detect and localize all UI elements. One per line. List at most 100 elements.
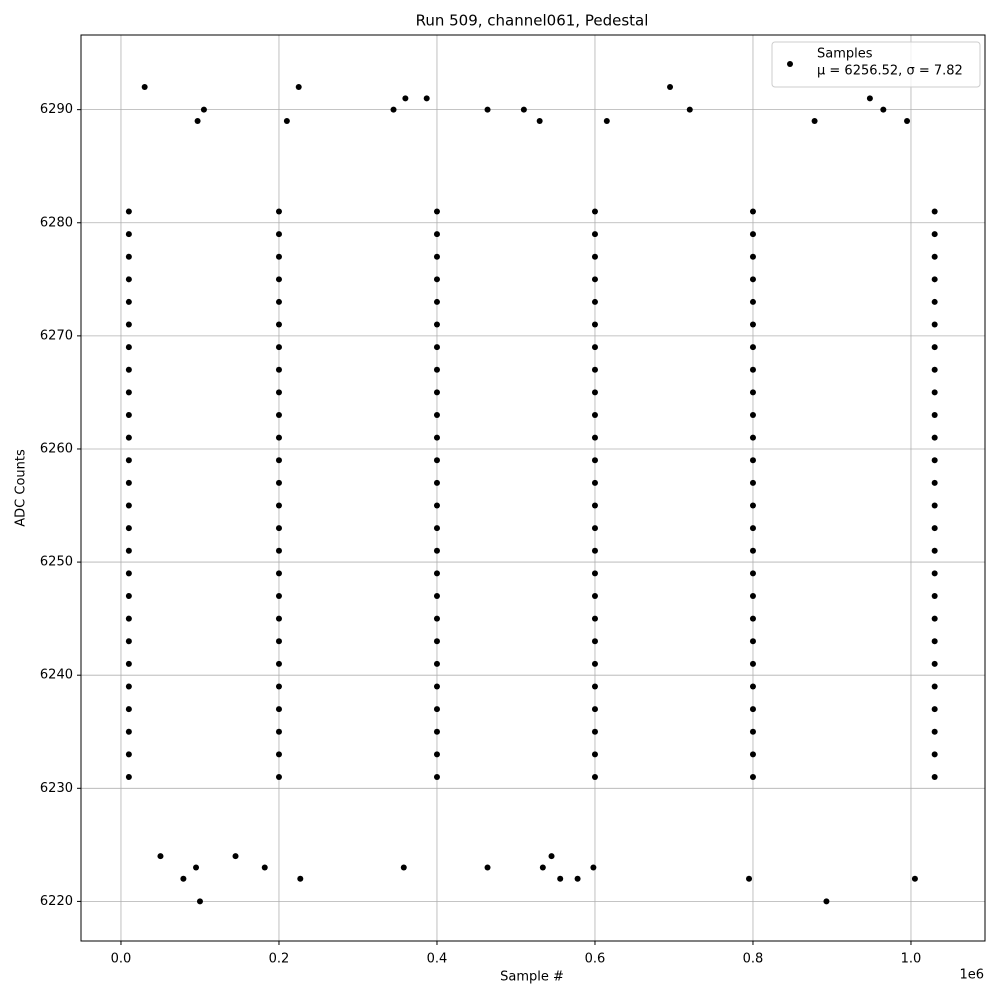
- point: [749, 298, 756, 305]
- y-axis-label: ADC Counts: [14, 449, 29, 527]
- point: [275, 366, 282, 373]
- point: [749, 773, 756, 780]
- point: [125, 366, 132, 373]
- point: [125, 321, 132, 328]
- point: [125, 773, 132, 780]
- point: [931, 344, 938, 351]
- point: [591, 253, 598, 260]
- point: [931, 434, 938, 441]
- axes-frame: [80, 34, 986, 942]
- point: [295, 84, 302, 91]
- point: [433, 683, 440, 690]
- point: [433, 276, 440, 283]
- point: [433, 525, 440, 532]
- point: [749, 547, 756, 554]
- point: [275, 231, 282, 238]
- point: [275, 525, 282, 532]
- point: [275, 457, 282, 464]
- point: [536, 117, 543, 124]
- point: [591, 502, 598, 509]
- y-tick-label: 6240: [40, 668, 73, 683]
- x-tick-label: 1.0: [901, 952, 922, 967]
- point: [591, 547, 598, 554]
- legend: Samples μ = 6256.52, σ = 7.82: [771, 41, 981, 88]
- point: [125, 412, 132, 419]
- point: [125, 751, 132, 758]
- point: [591, 593, 598, 600]
- point: [275, 276, 282, 283]
- point: [275, 570, 282, 577]
- point: [931, 525, 938, 532]
- point: [931, 593, 938, 600]
- point: [275, 615, 282, 622]
- point: [749, 434, 756, 441]
- point: [275, 751, 282, 758]
- point: [125, 547, 132, 554]
- point: [591, 773, 598, 780]
- point: [125, 525, 132, 532]
- point: [667, 84, 674, 91]
- y-tick-label: 6220: [40, 894, 73, 909]
- point: [433, 366, 440, 373]
- point: [880, 106, 887, 113]
- point: [125, 276, 132, 283]
- point: [157, 853, 164, 860]
- y-tick-label: 6250: [40, 555, 73, 570]
- point: [591, 683, 598, 690]
- point: [931, 615, 938, 622]
- point: [125, 570, 132, 577]
- point: [433, 547, 440, 554]
- point: [275, 773, 282, 780]
- point: [433, 298, 440, 305]
- point: [931, 751, 938, 758]
- point: [275, 479, 282, 486]
- point: [931, 570, 938, 577]
- point: [591, 570, 598, 577]
- x-axis-label: Sample #: [500, 970, 564, 985]
- point: [125, 389, 132, 396]
- point: [125, 298, 132, 305]
- point: [433, 502, 440, 509]
- legend-marker: [787, 61, 793, 67]
- point: [433, 773, 440, 780]
- y-tick-label: 6270: [40, 328, 73, 343]
- point: [484, 106, 491, 113]
- point: [749, 706, 756, 713]
- point: [749, 276, 756, 283]
- point: [931, 276, 938, 283]
- point: [548, 853, 555, 860]
- point: [275, 298, 282, 305]
- x-tick-label: 0.4: [427, 952, 448, 967]
- point: [125, 683, 132, 690]
- point: [591, 321, 598, 328]
- y-tick-label: 6230: [40, 781, 73, 796]
- point: [275, 547, 282, 554]
- point: [749, 638, 756, 645]
- point: [749, 479, 756, 486]
- point: [275, 253, 282, 260]
- point: [931, 231, 938, 238]
- point: [574, 875, 581, 882]
- point: [591, 479, 598, 486]
- point: [433, 570, 440, 577]
- point: [749, 412, 756, 419]
- point: [193, 864, 200, 871]
- y-tick-label: 6290: [40, 102, 73, 117]
- legend-note: μ = 6256.52, σ = 7.82: [817, 64, 963, 79]
- point: [591, 389, 598, 396]
- y-tick-label: 6280: [40, 215, 73, 230]
- point: [125, 706, 132, 713]
- point: [433, 638, 440, 645]
- point: [931, 412, 938, 419]
- point: [591, 638, 598, 645]
- point: [931, 208, 938, 215]
- point: [433, 615, 440, 622]
- point: [275, 660, 282, 667]
- point: [141, 84, 148, 91]
- point: [591, 751, 598, 758]
- point: [433, 457, 440, 464]
- point: [433, 389, 440, 396]
- point: [125, 457, 132, 464]
- point: [746, 875, 753, 882]
